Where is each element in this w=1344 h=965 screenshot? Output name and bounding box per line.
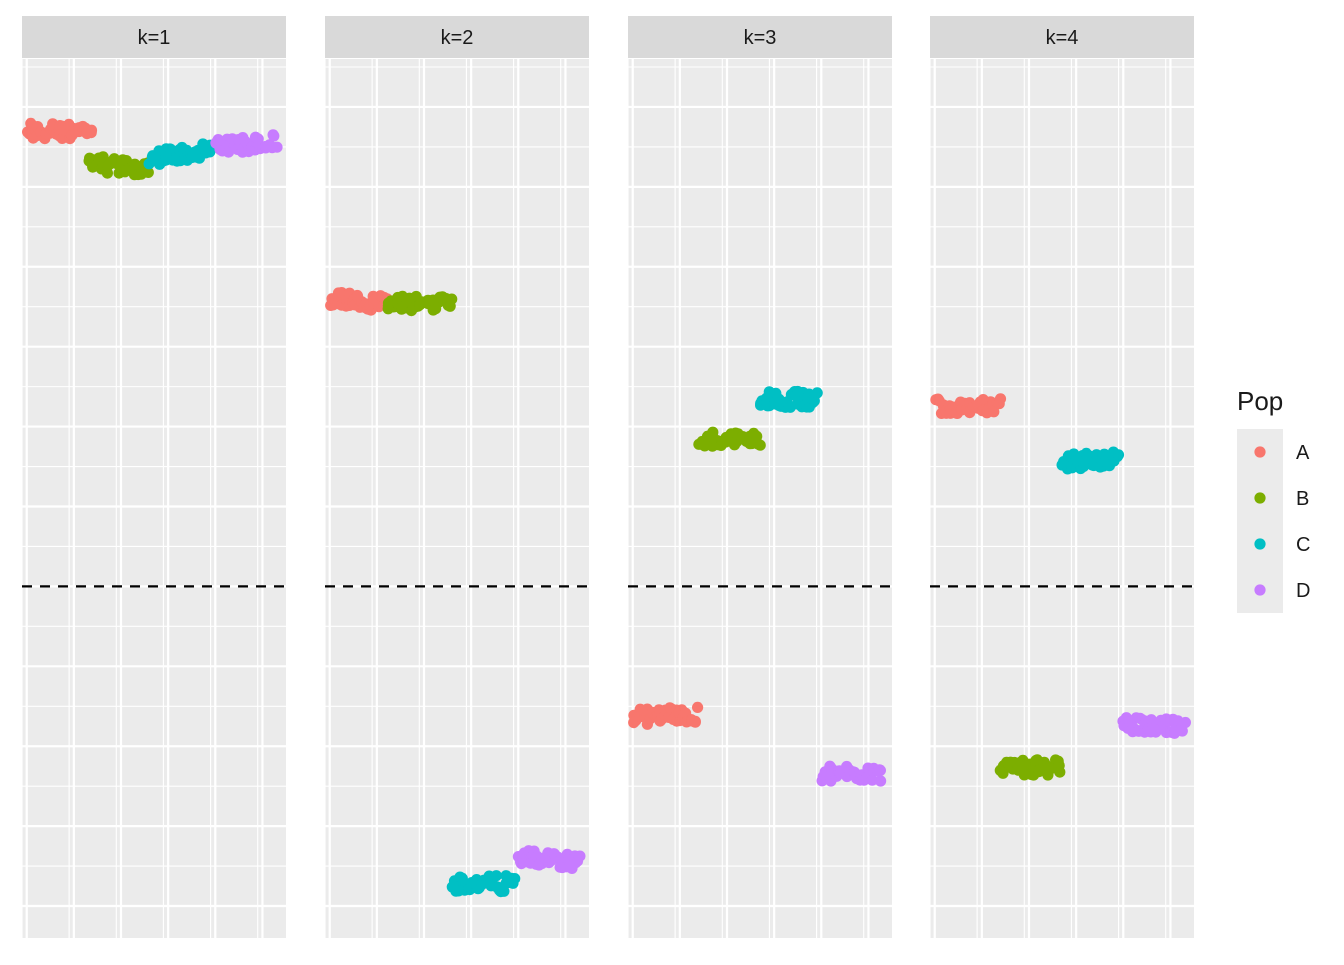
data-point-d (222, 146, 235, 158)
data-point-d (252, 133, 264, 145)
panel-background (22, 59, 286, 938)
facets-layer: k=1 k=2 k=3 k=4 (21, 16, 1194, 938)
data-point-c (509, 873, 521, 885)
legend-label: D (1296, 580, 1310, 602)
facet-label: k=1 (138, 27, 171, 49)
legend-label: C (1296, 534, 1310, 556)
data-point-d (574, 850, 586, 862)
panel-background (930, 59, 1194, 938)
facet-strip (930, 16, 1194, 58)
facet-k-4: k=4 (929, 16, 1194, 938)
data-point-d (1179, 716, 1191, 729)
facet-k-3: k=3 (627, 16, 892, 938)
facet-strip (325, 16, 589, 58)
points-k-1 (22, 117, 283, 181)
legend-swatch (1254, 538, 1266, 550)
legend-item-c: C (1237, 521, 1310, 567)
legend-label: B (1296, 488, 1309, 510)
data-point-d (874, 764, 887, 777)
points-k-2 (325, 287, 586, 898)
panel-background (628, 59, 892, 938)
legend-swatch (1254, 446, 1266, 458)
legend-label: A (1296, 442, 1310, 464)
data-point-a (689, 715, 701, 727)
data-point-d (1176, 725, 1188, 737)
facet-strip (628, 16, 892, 58)
legend-title: Pop (1237, 386, 1283, 416)
facet-k-1: k=1 (21, 16, 286, 938)
legend-item-a: A (1237, 429, 1310, 475)
facet-label: k=4 (1046, 27, 1079, 49)
data-point-c (490, 870, 502, 882)
data-point-a (993, 398, 1005, 410)
legend: Pop A B C D (1237, 386, 1310, 613)
facet-label: k=3 (744, 27, 777, 49)
legend-item-d: D (1237, 567, 1310, 613)
data-point-b (446, 293, 458, 305)
data-point-a (692, 701, 704, 714)
data-point-b (1054, 766, 1066, 778)
data-point-d (271, 141, 283, 153)
facet-label: k=2 (441, 27, 474, 49)
points-k-4 (930, 393, 1191, 781)
facet-strip (22, 16, 286, 58)
legend-swatch (1254, 584, 1266, 596)
data-point-a (85, 124, 98, 136)
data-point-d (268, 130, 280, 142)
data-point-b (754, 439, 766, 451)
data-point-d (875, 775, 887, 787)
panel-background (325, 59, 589, 938)
data-point-d (866, 774, 878, 786)
legend-item-b: B (1237, 475, 1309, 521)
facet-k-2: k=2 (324, 16, 589, 938)
legend-swatch (1254, 492, 1266, 504)
data-point-b (142, 166, 154, 178)
data-point-c (811, 387, 823, 399)
data-point-c (1112, 449, 1125, 461)
data-point-a (988, 406, 1000, 418)
data-point-b (129, 159, 141, 171)
points-k-3 (628, 385, 887, 787)
